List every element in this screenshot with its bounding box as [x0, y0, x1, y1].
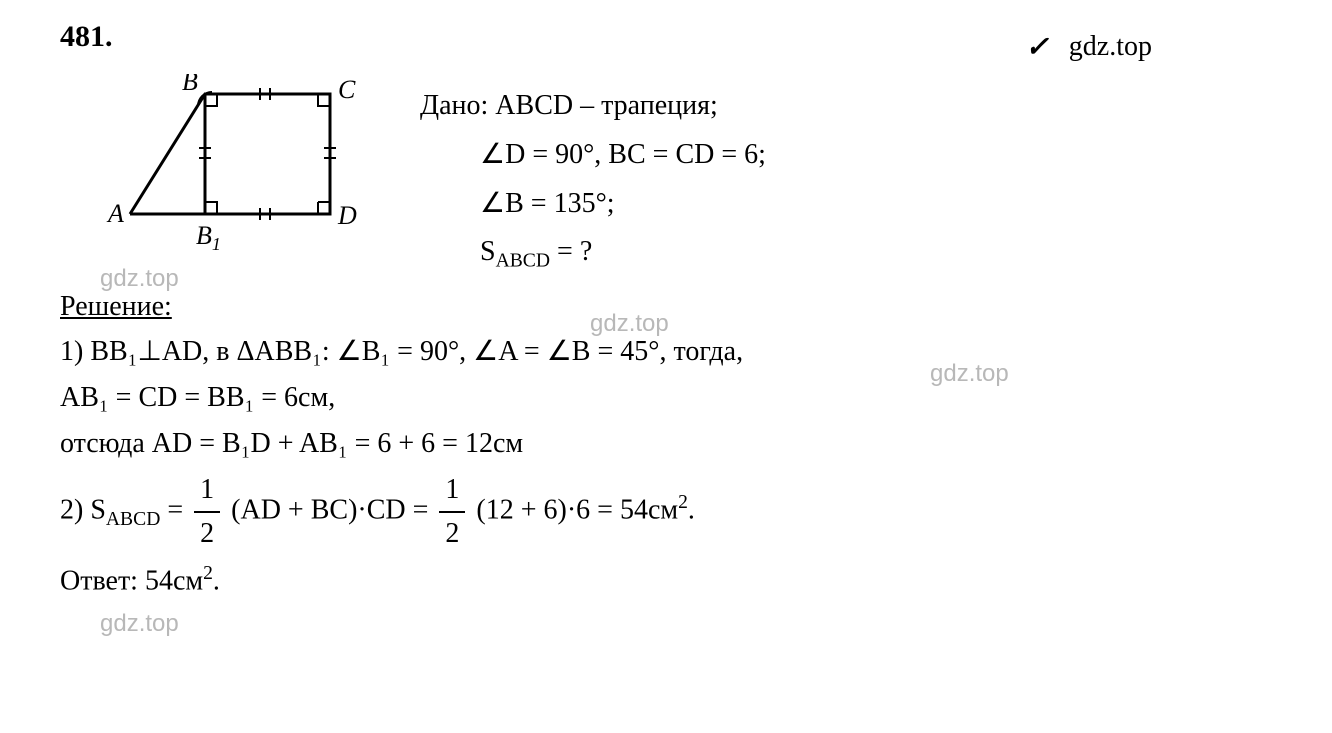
given-line-2: ∠B = 135°;: [420, 182, 1272, 227]
solution-header: Решение:: [60, 291, 1272, 323]
logo-text: gdz.top: [1069, 31, 1152, 63]
solution-line-2: AB₁ = CD = BB₁ = 6см,: [60, 377, 1272, 419]
frac1-num: 1: [194, 469, 220, 513]
watermark: gdz.top: [100, 610, 179, 638]
sol4-sub: ABCD: [106, 509, 160, 530]
pencil-icon: ✓: [1025, 30, 1048, 64]
label-b1: B1: [196, 221, 221, 254]
label-c: C: [338, 75, 356, 104]
right-angle-b: [205, 94, 217, 106]
trapezoid-diagram: A B C D B1: [100, 74, 380, 254]
frac2-num: 1: [439, 469, 465, 513]
solution-line-4: 2) SABCD = 1 2 (AD + BC)·CD = 1 2 (12 + …: [60, 469, 1272, 555]
solution-line-1: 1) BB₁⊥AD, в ΔABB₁: ∠B₁ = 90°, ∠A = ∠B =…: [60, 331, 1272, 373]
given-header: Дано: ABCD – трапеция;: [420, 84, 1272, 129]
trapezoid-outline: [130, 94, 330, 214]
frac2-den: 2: [439, 513, 465, 555]
given-s: S: [480, 236, 496, 267]
fraction-2: 1 2: [439, 469, 465, 555]
sol4-part3: (12 + 6)·6 = 54см: [476, 495, 678, 526]
sol4-sup: 2: [678, 492, 688, 513]
fraction-1: 1 2: [194, 469, 220, 555]
answer-suffix: .: [213, 566, 220, 597]
given-s-sub: ABCD: [496, 251, 550, 272]
top-section: A B C D B1 Дано: ABCD – трапеция; ∠D = 9…: [60, 74, 1272, 281]
given-section: Дано: ABCD – трапеция; ∠D = 90°, BC = CD…: [420, 74, 1272, 281]
label-b: B: [182, 74, 198, 96]
frac1-den: 2: [194, 513, 220, 555]
label-d: D: [337, 201, 357, 230]
diagram-svg: A B C D B1: [100, 74, 380, 254]
given-s-suffix: = ?: [550, 236, 592, 267]
label-a: A: [106, 199, 124, 228]
sol4-prefix: 2) S: [60, 495, 106, 526]
answer-line: Ответ: 54см2.: [60, 563, 1272, 597]
sol4-part2: (AD + BC)·CD =: [231, 495, 435, 526]
given-line-1: ∠D = 90°, BC = CD = 6;: [420, 133, 1272, 178]
right-angle-b1: [205, 202, 217, 214]
right-angle-c: [318, 94, 330, 106]
logo-area: ✓ gdz.top: [1025, 30, 1152, 64]
given-line-3: SABCD = ?: [420, 230, 1272, 277]
sol4-end: .: [688, 495, 695, 526]
answer-prefix: Ответ: 54см: [60, 566, 203, 597]
sol4-mid: =: [160, 495, 190, 526]
solution-line-3: отсюда AD = B₁D + AB₁ = 6 + 6 = 12см: [60, 423, 1272, 465]
answer-sup: 2: [203, 563, 213, 584]
